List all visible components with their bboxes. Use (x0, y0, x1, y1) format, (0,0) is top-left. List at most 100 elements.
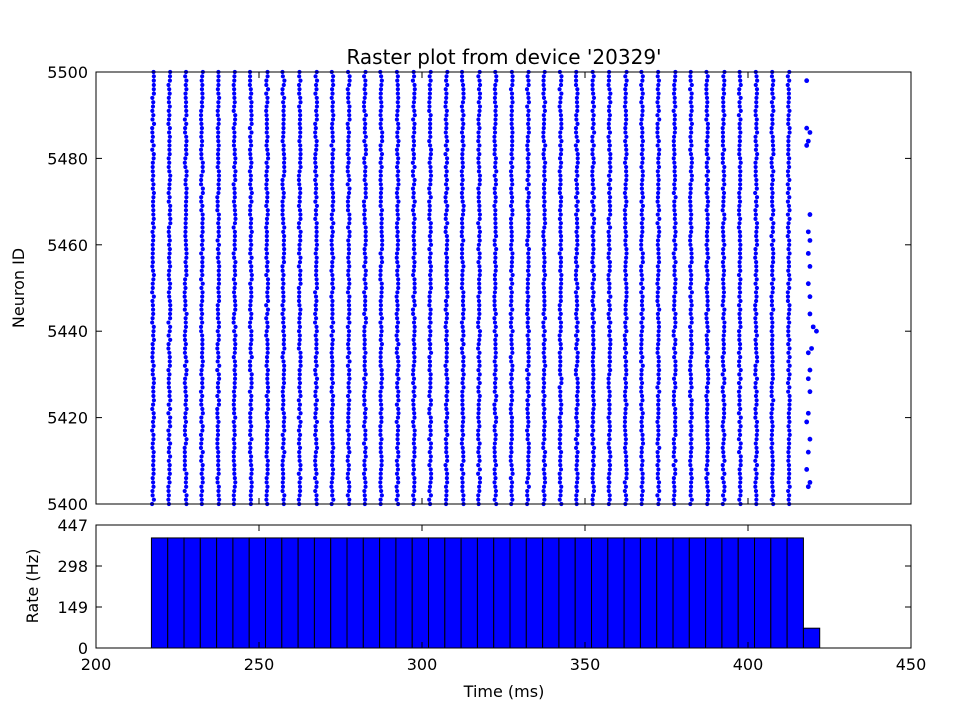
spike-dot (770, 272, 775, 278)
spike-dot (541, 195, 546, 200)
spike-dot (608, 177, 613, 183)
spike-dot (443, 151, 448, 157)
spike-dot (543, 143, 548, 148)
spike-dot (460, 406, 465, 412)
spike-dot (575, 190, 580, 196)
spike-dot (314, 376, 320, 381)
spike-dot (477, 480, 483, 485)
spike-dot (574, 100, 580, 105)
spike-dot (427, 139, 432, 144)
spike-dot (493, 363, 498, 368)
spike-dot (720, 359, 726, 364)
spike-dot (575, 402, 580, 407)
spike-dot (183, 177, 188, 183)
spike-dot (265, 259, 270, 265)
spike-dot (362, 463, 367, 468)
spike-dot (509, 419, 514, 425)
spike-dot (363, 445, 368, 450)
spike-dot (378, 169, 383, 174)
spike-dot (313, 177, 318, 183)
spike-dot (787, 385, 792, 390)
spike-dot (411, 458, 416, 463)
spike-dot (720, 372, 725, 377)
spike-dot (591, 95, 597, 101)
spike-dot (493, 199, 498, 204)
spike-dot (770, 458, 775, 463)
spike-dot (573, 272, 579, 278)
spike-dot (232, 229, 238, 234)
spike-dot (198, 389, 204, 394)
spike-dot (231, 454, 236, 459)
spike-dot (476, 346, 481, 351)
spike-dot (573, 78, 579, 83)
spike-dot (427, 363, 433, 368)
spike-dot (705, 199, 711, 204)
spike-dot (492, 450, 497, 455)
spike-dot (575, 87, 580, 92)
spike-dot (655, 471, 660, 476)
spike-dot (151, 74, 156, 79)
spike-dot (428, 454, 433, 459)
spike-dot (347, 221, 352, 226)
spike-dot (509, 95, 515, 101)
spike-dot (200, 406, 205, 412)
spike-dot (590, 497, 595, 502)
spike-dot (508, 247, 514, 252)
spike-dot (607, 350, 612, 355)
spike-dot (313, 134, 318, 139)
spike-dot (460, 164, 466, 170)
spike-dot (526, 108, 531, 113)
spike-dot (722, 216, 727, 221)
spike-dot (640, 285, 645, 291)
spike-dot (168, 324, 173, 329)
spike-dot (754, 454, 759, 459)
spike-dot (590, 212, 595, 217)
spike-dot (216, 355, 221, 360)
spike-dot (346, 437, 351, 442)
spike-dot (265, 311, 270, 317)
spike-dot (216, 488, 221, 494)
spike-dot (184, 113, 189, 118)
spike-dot (623, 182, 628, 187)
spike-dot (330, 406, 335, 412)
spike-dot (167, 139, 172, 144)
spike-dot (216, 450, 221, 455)
spike-dot (151, 173, 156, 178)
spike-dot (460, 324, 465, 329)
spike-dot (297, 311, 303, 317)
spike-dot (624, 475, 629, 481)
spike-dot (558, 342, 563, 347)
spike-dot (296, 82, 302, 88)
spike-dot (557, 190, 563, 196)
spike-dot (247, 450, 253, 455)
spike-dot (232, 164, 237, 170)
spike-dot (379, 290, 384, 295)
spike-dot (492, 424, 497, 429)
spike-dot (639, 402, 644, 407)
spike-dot (151, 380, 156, 386)
spike-dot (168, 441, 173, 446)
rate-bar (460, 537, 478, 649)
spike-dot (639, 272, 644, 278)
spike-dot (525, 238, 530, 243)
spike-dot (785, 225, 791, 230)
spike-dot (150, 242, 155, 247)
spike-dot (640, 294, 645, 299)
spike-dot (362, 398, 367, 403)
spike-dot (216, 471, 221, 476)
spike-dot (314, 497, 319, 502)
spike-dot (673, 195, 678, 200)
spike-dot (769, 216, 774, 221)
spike-dot (492, 203, 497, 209)
spike-dot (737, 143, 742, 148)
spike-dot (738, 130, 743, 135)
spike-dot (526, 221, 531, 226)
spike-dot (704, 398, 710, 403)
spike-dot (656, 484, 661, 489)
spike-dot (558, 346, 564, 351)
spike-dot (640, 355, 645, 360)
spike-dot (689, 156, 694, 161)
spike-dot (525, 113, 531, 118)
spike-dot (378, 199, 383, 204)
spike-dot (671, 437, 677, 442)
